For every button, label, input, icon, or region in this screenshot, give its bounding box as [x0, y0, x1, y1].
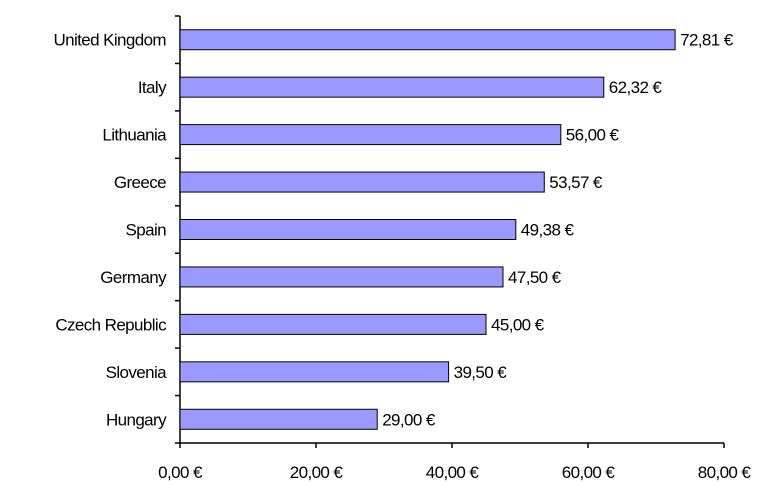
category-label: Italy: [138, 78, 167, 97]
value-labels: 72,81 € 62,32 € 56,00 € 53,57 € 49,38 € 47,50…: [382, 31, 734, 430]
data-label: 72,81 €: [680, 31, 734, 50]
x-ticks: 0,00 € 20,00 € 40,00 € 60,00 € 80,00 €: [158, 443, 752, 482]
data-label: 53,57 €: [549, 173, 603, 192]
category-label: Slovenia: [106, 363, 168, 382]
category-label: Germany: [100, 268, 167, 287]
category-label: United Kingdom: [53, 31, 166, 50]
x-tick-label: 40,00 €: [426, 463, 480, 482]
x-tick-label: 80,00 €: [698, 463, 752, 482]
bar-group: [179, 29, 676, 430]
data-label: 62,32 €: [609, 78, 663, 97]
x-tick-label: 20,00 €: [290, 463, 344, 482]
x-tick-label: 0,00 €: [158, 463, 203, 482]
data-label: 45,00 €: [491, 315, 545, 334]
bar: [179, 29, 676, 51]
bar: [179, 408, 378, 430]
bar: [179, 124, 562, 146]
data-label: 56,00 €: [566, 126, 620, 145]
bar: [179, 361, 450, 383]
data-label: 29,00 €: [382, 410, 436, 429]
category-label: Greece: [114, 173, 166, 192]
bar: [179, 219, 517, 240]
x-tick-label: 60,00 €: [562, 463, 616, 482]
bar: [179, 313, 487, 335]
category-labels: United Kingdom Italy Lithuania Greece Spain G…: [53, 31, 167, 430]
data-label: 47,50 €: [508, 268, 562, 287]
bar: [179, 266, 504, 288]
bar: [179, 171, 545, 193]
category-label: Hungary: [106, 410, 167, 429]
data-label: 49,38 €: [521, 221, 575, 240]
bar: [179, 76, 605, 98]
category-label: Czech Republic: [55, 315, 167, 334]
data-label: 39,50 €: [454, 363, 508, 382]
category-label: Spain: [126, 221, 167, 240]
category-label: Lithuania: [102, 126, 167, 145]
